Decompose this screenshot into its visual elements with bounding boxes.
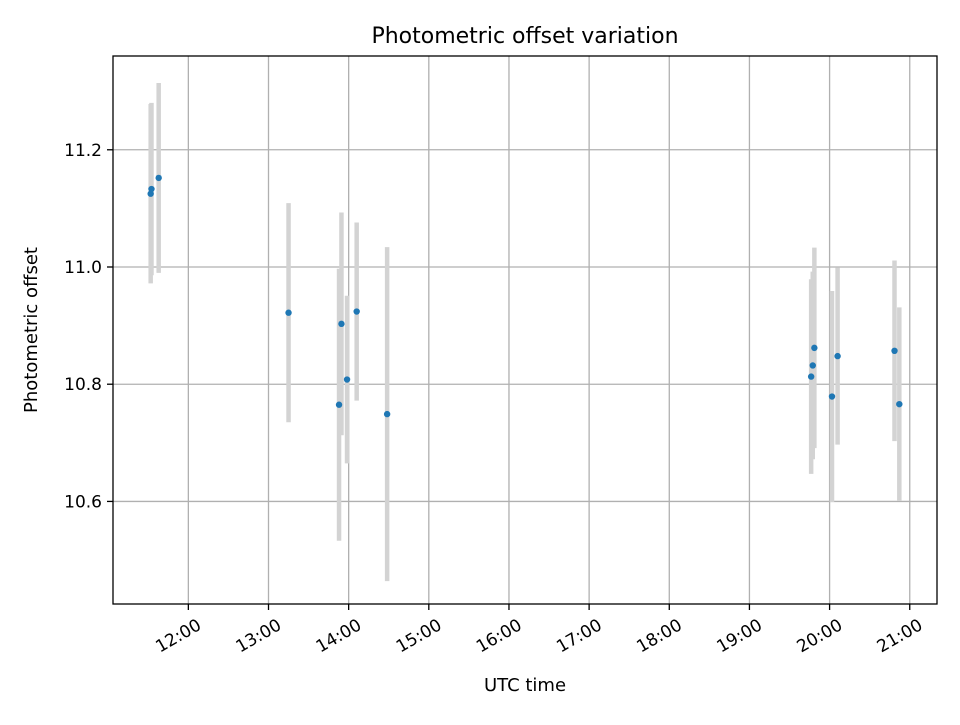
chart-title: Photometric offset variation [371, 24, 678, 49]
x-tick-label: 18:00 [633, 615, 685, 657]
x-tick-label: 14:00 [313, 615, 365, 657]
data-point [383, 410, 391, 418]
data-point [828, 393, 836, 400]
x-tick-label: 17:00 [553, 615, 605, 657]
data-point [148, 185, 155, 193]
data-point [891, 347, 898, 355]
data-point [834, 352, 841, 360]
x-tick-label: 15:00 [393, 615, 445, 657]
data-point [809, 362, 816, 369]
data-point [155, 174, 162, 182]
plot-frame [112, 55, 938, 605]
x-axis-label: UTC time [484, 675, 566, 696]
y-axis-label: Photometric offset [21, 247, 42, 413]
data-point [338, 320, 345, 328]
data-point [353, 308, 360, 315]
grid [113, 56, 937, 604]
data-point [807, 373, 815, 380]
axis-ticks: 12:00 13:00 14:00 15:00 16:00 17:00 18:00 19:00… [64, 141, 926, 657]
data-point [896, 400, 903, 408]
data-point [335, 401, 343, 408]
data-points [147, 174, 903, 418]
x-tick-label: 12:00 [152, 615, 204, 657]
data-point [343, 376, 351, 383]
y-tick-label: 11.0 [64, 258, 102, 278]
y-tick-label: 10.8 [64, 375, 102, 395]
y-tick-label: 10.6 [64, 492, 102, 512]
data-point [811, 344, 818, 352]
data-point [285, 309, 292, 316]
x-tick-label: 16:00 [473, 615, 525, 657]
x-tick-label: 19:00 [714, 615, 766, 657]
x-tick-label: 13:00 [233, 615, 285, 657]
x-tick-label: 20:00 [794, 615, 846, 657]
y-tick-label: 11.2 [64, 141, 102, 161]
error-bars [148, 82, 902, 582]
x-tick-label: 21:00 [874, 615, 926, 657]
